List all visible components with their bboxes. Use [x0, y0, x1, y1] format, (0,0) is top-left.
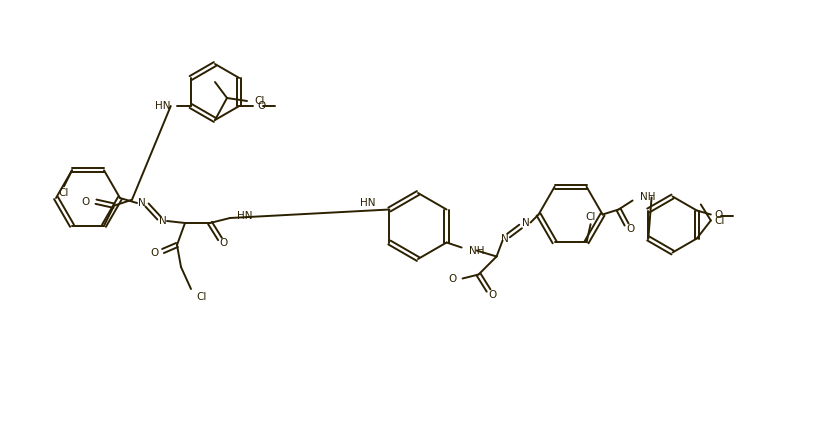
Text: Cl: Cl	[253, 96, 264, 106]
Text: O: O	[220, 238, 228, 248]
Text: O: O	[257, 101, 265, 111]
Text: NH: NH	[468, 245, 483, 256]
Text: O: O	[150, 248, 159, 258]
Text: N: N	[521, 218, 529, 227]
Text: O: O	[448, 274, 456, 285]
Text: O: O	[714, 210, 722, 221]
Text: N: N	[138, 198, 145, 208]
Text: NH: NH	[639, 193, 655, 202]
Text: Cl: Cl	[584, 212, 595, 222]
Text: HN: HN	[155, 101, 171, 111]
Text: HN: HN	[359, 199, 375, 208]
Text: O: O	[82, 197, 90, 207]
Text: Cl: Cl	[196, 292, 206, 302]
Text: Cl: Cl	[59, 188, 69, 198]
Text: O: O	[625, 224, 634, 233]
Text: Cl: Cl	[714, 216, 724, 225]
Text: N: N	[159, 216, 166, 226]
Text: HN: HN	[237, 211, 252, 221]
Text: N: N	[500, 233, 507, 244]
Text: O: O	[488, 290, 496, 299]
